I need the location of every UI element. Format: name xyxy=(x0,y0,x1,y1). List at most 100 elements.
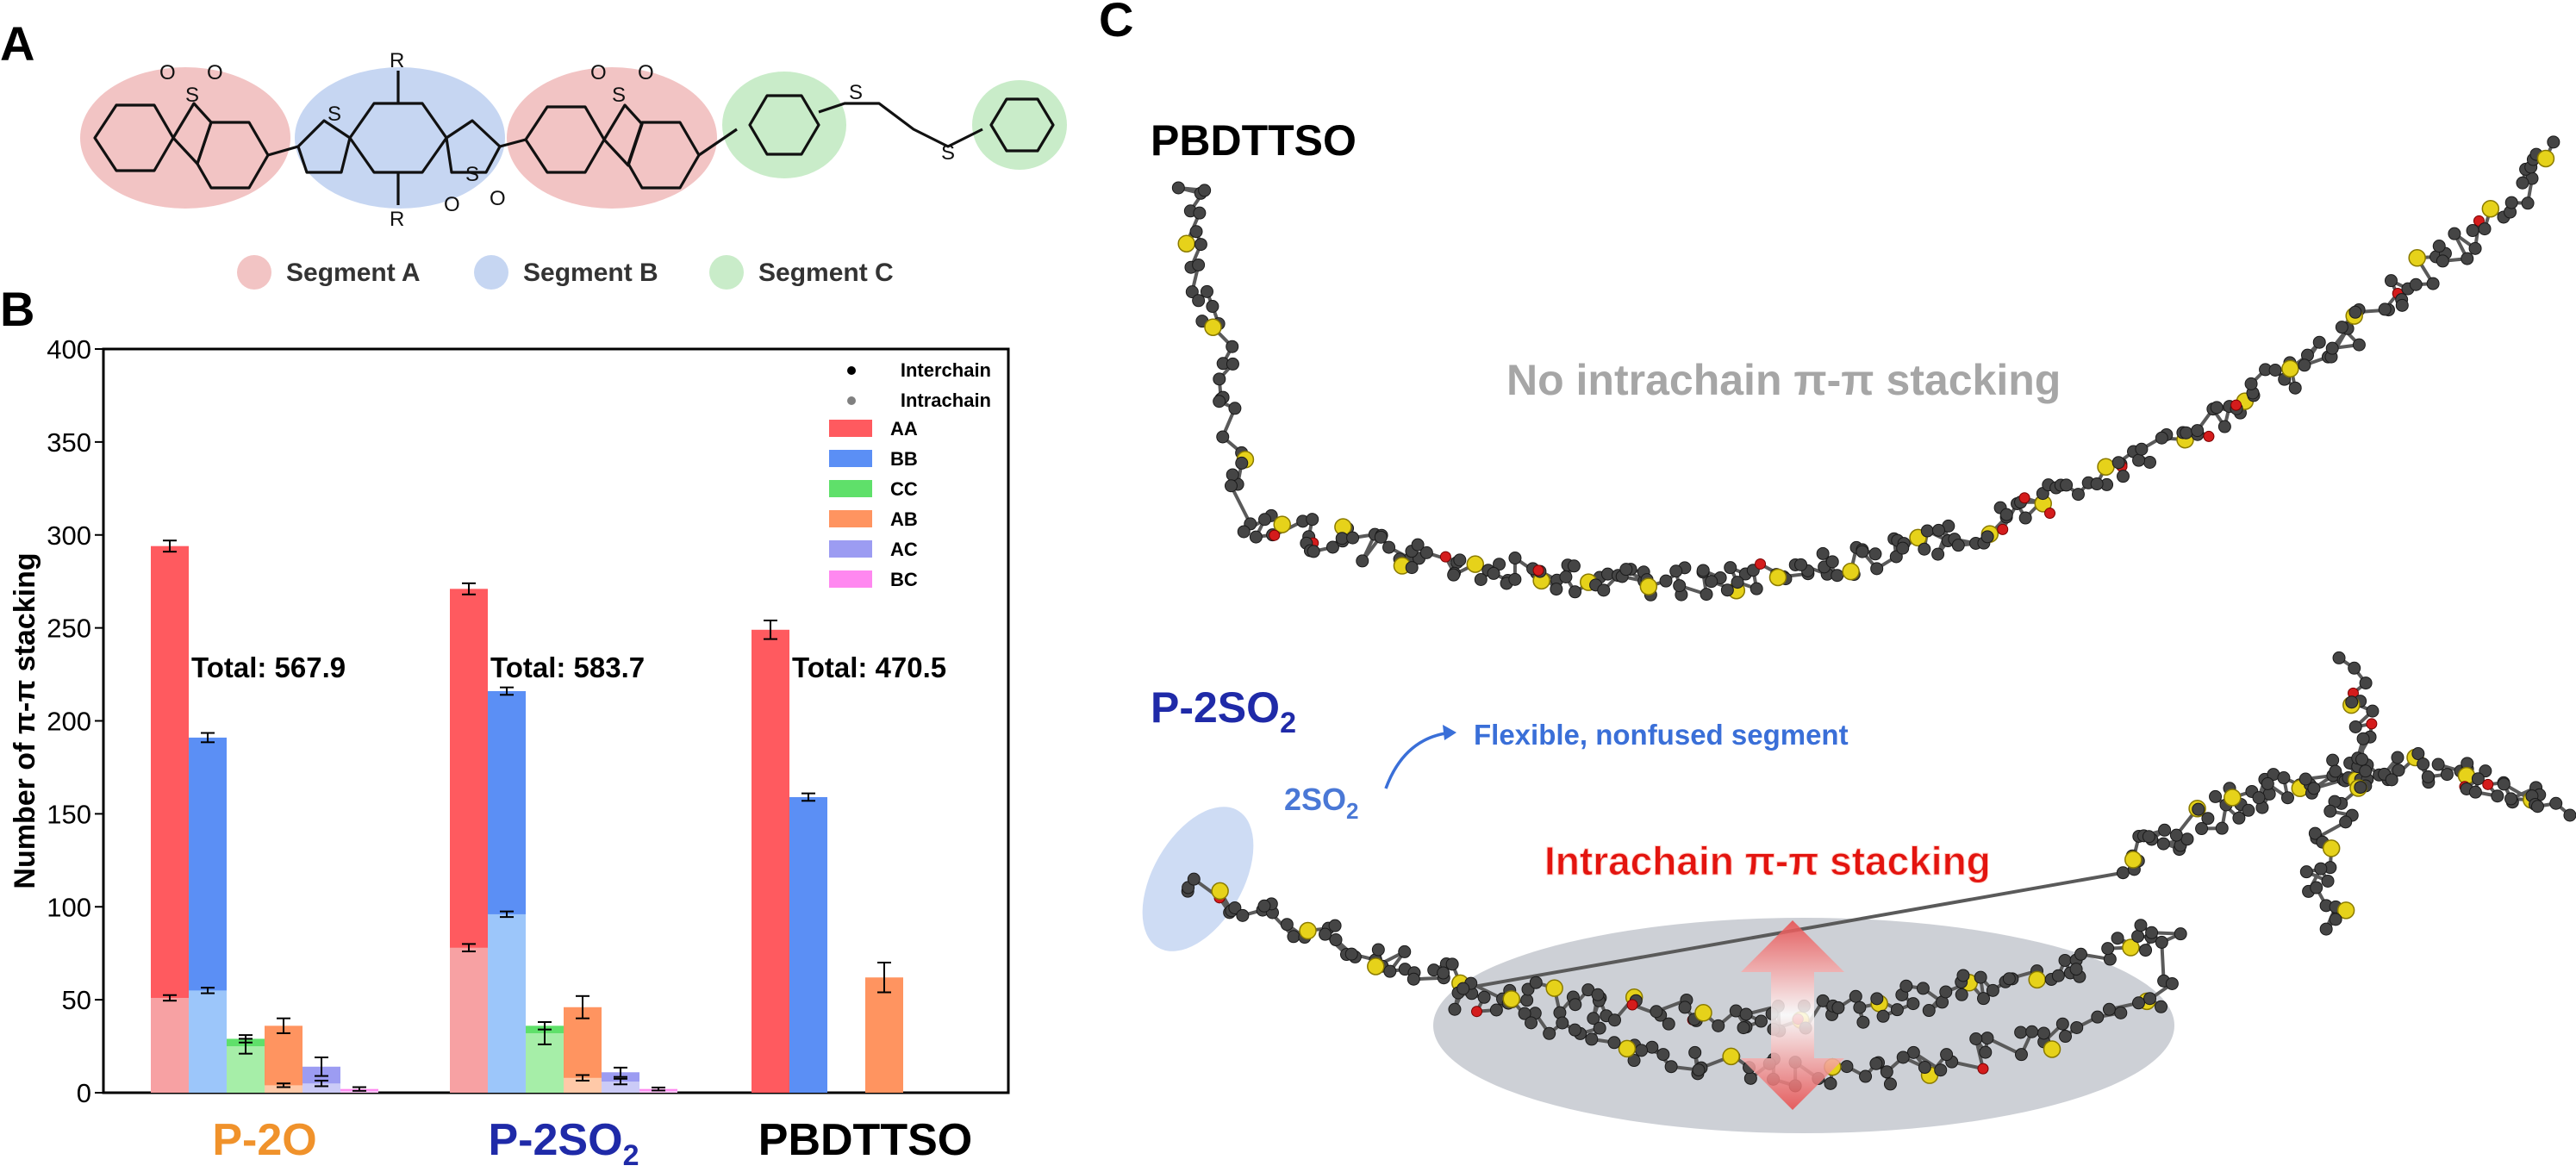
carbon-atom xyxy=(2356,732,2370,745)
bond xyxy=(1229,483,1252,526)
oxygen-atom xyxy=(1977,1063,1989,1075)
sulfur-atom xyxy=(2028,970,2046,989)
carbon-atom xyxy=(1918,1061,1931,1075)
carbon-atom xyxy=(1453,553,1467,567)
carbon-atom xyxy=(2314,862,2328,876)
carbon-atom xyxy=(1382,540,1396,554)
carbon-atom xyxy=(2391,751,2404,764)
total-label: Total: 567.9 xyxy=(191,651,346,683)
carbon-atom xyxy=(1656,1048,1670,1062)
segment-c-label: Segment C xyxy=(758,259,894,287)
carbon-atom xyxy=(1619,563,1633,577)
carbon-atom xyxy=(1456,982,1470,995)
sulfur-atom xyxy=(2336,901,2355,920)
carbon-atom xyxy=(2058,953,2072,967)
y-tick-label: 200 xyxy=(47,707,91,737)
oxygen-atom xyxy=(2044,508,2056,520)
sulfur-label: S xyxy=(612,84,626,107)
carbon-atom xyxy=(1585,1032,1599,1046)
carbon-atom xyxy=(1228,402,1242,415)
x-category-label: PBDTTSO xyxy=(758,1115,972,1165)
carbon-atom xyxy=(2060,478,2074,492)
carbon-atom xyxy=(2421,770,2435,783)
carbon-atom xyxy=(2471,772,2485,786)
oxygen-atom xyxy=(1997,523,2009,535)
carbon-atom xyxy=(2417,757,2430,771)
carbon-atom xyxy=(2143,992,2157,1006)
segment-b-label: Segment B xyxy=(523,259,658,287)
carbon-atom xyxy=(2312,335,2326,349)
carbon-atom xyxy=(2158,823,2172,837)
carbon-atom xyxy=(1662,1017,1675,1031)
carbon-atom xyxy=(2018,511,2032,525)
carbon-atom xyxy=(2491,789,2504,803)
sulfur-atom xyxy=(2408,249,2426,267)
y-tick-label: 400 xyxy=(47,334,91,365)
segment-c-swatch xyxy=(709,255,744,290)
carbon-atom xyxy=(1398,944,1412,958)
x-category-label: P-2O xyxy=(212,1115,316,1165)
y-tick-label: 150 xyxy=(47,799,91,829)
carbon-atom xyxy=(2209,789,2223,803)
carbon-atom xyxy=(2059,1030,2073,1044)
sulfur-atom xyxy=(1211,882,1229,901)
carbon-atom xyxy=(1969,1032,1983,1045)
carbon-atom xyxy=(1235,456,1249,470)
carbon-atom xyxy=(2252,791,2266,805)
carbon-atom xyxy=(2329,913,2342,926)
carbon-atom xyxy=(2102,1002,2116,1016)
carbon-atom xyxy=(2468,241,2482,255)
legend-marker xyxy=(847,366,856,375)
carbon-atom xyxy=(1593,1021,1606,1035)
carbon-atom xyxy=(2165,976,2179,990)
carbon-atom xyxy=(1257,899,1271,913)
carbon-atom xyxy=(1258,513,1272,527)
carbon-atom xyxy=(2332,651,2346,664)
oxygen-label: O xyxy=(444,193,460,216)
carbon-atom xyxy=(1525,1016,1538,1030)
legend-label: AC xyxy=(890,539,918,560)
carbon-atom xyxy=(1650,1005,1663,1019)
carbon-atom xyxy=(1700,588,1713,602)
carbon-atom xyxy=(2192,802,2205,816)
oxygen-atom xyxy=(2230,399,2242,411)
panel-letter-a: A xyxy=(0,16,34,71)
carbon-atom xyxy=(2348,720,2362,733)
carbon-atom xyxy=(2215,821,2229,835)
carbon-atom xyxy=(1607,1036,1621,1050)
carbon-atom xyxy=(2103,952,2117,966)
carbon-atom xyxy=(2385,773,2398,787)
carbon-atom xyxy=(2232,811,2246,825)
carbon-atom xyxy=(2461,252,2474,265)
carbon-atom xyxy=(1870,992,1884,1006)
carbon-atom xyxy=(1374,530,1388,544)
carbon-atom xyxy=(1543,1026,1556,1040)
carbon-atom xyxy=(2090,477,2104,491)
legend-label: BB xyxy=(890,448,918,470)
carbon-atom xyxy=(1448,1002,1462,1016)
segment-a-highlight-1 xyxy=(80,67,290,209)
oxygen-atom xyxy=(2018,492,2030,504)
legend-swatch-cc xyxy=(829,480,872,497)
carbon-atom xyxy=(1346,531,1360,545)
sulfur-atom xyxy=(1768,568,1787,587)
carbon-atom xyxy=(1226,357,1239,371)
carbon-atom xyxy=(1224,479,1238,493)
carbon-atom xyxy=(2563,808,2576,822)
pbdttso-title: PBDTTSO xyxy=(1151,116,1357,165)
carbon-atom xyxy=(1712,1019,1725,1032)
carbon-atom xyxy=(2299,865,2313,879)
oxygen-atom xyxy=(2482,778,2494,790)
carbon-atom xyxy=(2201,812,2215,826)
carbon-atom xyxy=(1518,1007,1531,1020)
carbon-atom xyxy=(2071,488,2085,502)
carbon-atom xyxy=(1477,990,1491,1004)
chemical-structure: S O O R R S S O O S O O S S Segment A Se… xyxy=(80,49,1067,290)
carbon-atom xyxy=(2426,277,2440,290)
carbon-atom xyxy=(1931,547,1945,561)
bar-aa-intrachain xyxy=(450,947,488,1093)
carbon-atom xyxy=(1447,568,1461,582)
segment-c-highlight-2 xyxy=(972,80,1067,170)
carbon-atom xyxy=(1189,225,1203,239)
carbon-atom xyxy=(2139,944,2153,957)
